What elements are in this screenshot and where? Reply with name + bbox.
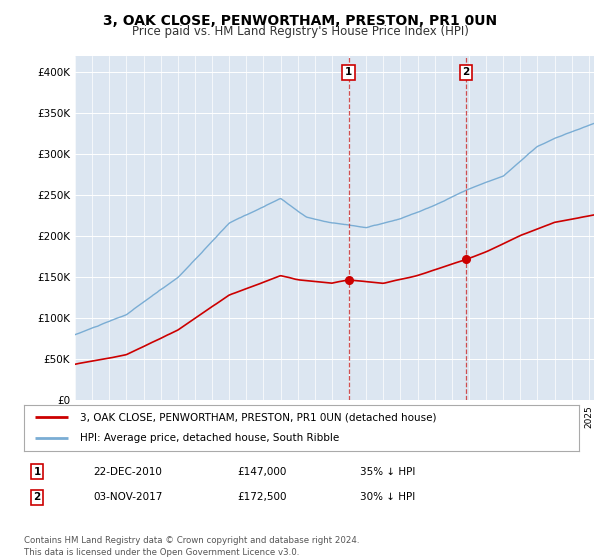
Text: 22-DEC-2010: 22-DEC-2010 [93, 466, 162, 477]
Text: 35% ↓ HPI: 35% ↓ HPI [360, 466, 415, 477]
Text: 1: 1 [34, 466, 41, 477]
Text: 3, OAK CLOSE, PENWORTHAM, PRESTON, PR1 0UN: 3, OAK CLOSE, PENWORTHAM, PRESTON, PR1 0… [103, 14, 497, 28]
Text: 03-NOV-2017: 03-NOV-2017 [93, 492, 163, 502]
Text: £172,500: £172,500 [237, 492, 287, 502]
Text: 2: 2 [463, 67, 470, 77]
Text: HPI: Average price, detached house, South Ribble: HPI: Average price, detached house, Sout… [79, 433, 339, 444]
Text: 1: 1 [345, 67, 352, 77]
Text: 3, OAK CLOSE, PENWORTHAM, PRESTON, PR1 0UN (detached house): 3, OAK CLOSE, PENWORTHAM, PRESTON, PR1 0… [79, 412, 436, 422]
Text: Contains HM Land Registry data © Crown copyright and database right 2024.
This d: Contains HM Land Registry data © Crown c… [24, 536, 359, 557]
Text: Price paid vs. HM Land Registry's House Price Index (HPI): Price paid vs. HM Land Registry's House … [131, 25, 469, 38]
Text: £147,000: £147,000 [237, 466, 286, 477]
Text: 2: 2 [34, 492, 41, 502]
Text: 30% ↓ HPI: 30% ↓ HPI [360, 492, 415, 502]
